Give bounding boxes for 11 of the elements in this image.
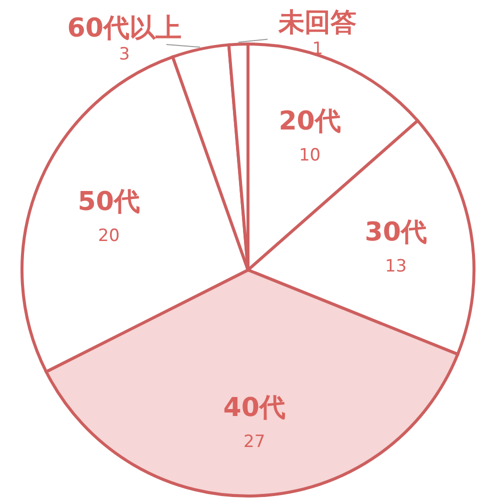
- slice-label: 未回答: [278, 8, 357, 38]
- data-label: 20: [98, 226, 120, 246]
- data-label: 10: [298, 145, 321, 166]
- data-label: 27: [244, 432, 266, 452]
- slice-label: 60代以上: [67, 14, 182, 44]
- slice-label: 40代: [223, 392, 286, 423]
- slice-label: 50代: [78, 187, 140, 218]
- slice-label: 30代: [364, 218, 427, 248]
- slice-label: 20代: [278, 106, 341, 136]
- data-label: 3: [118, 44, 130, 64]
- data-label: 13: [385, 256, 407, 277]
